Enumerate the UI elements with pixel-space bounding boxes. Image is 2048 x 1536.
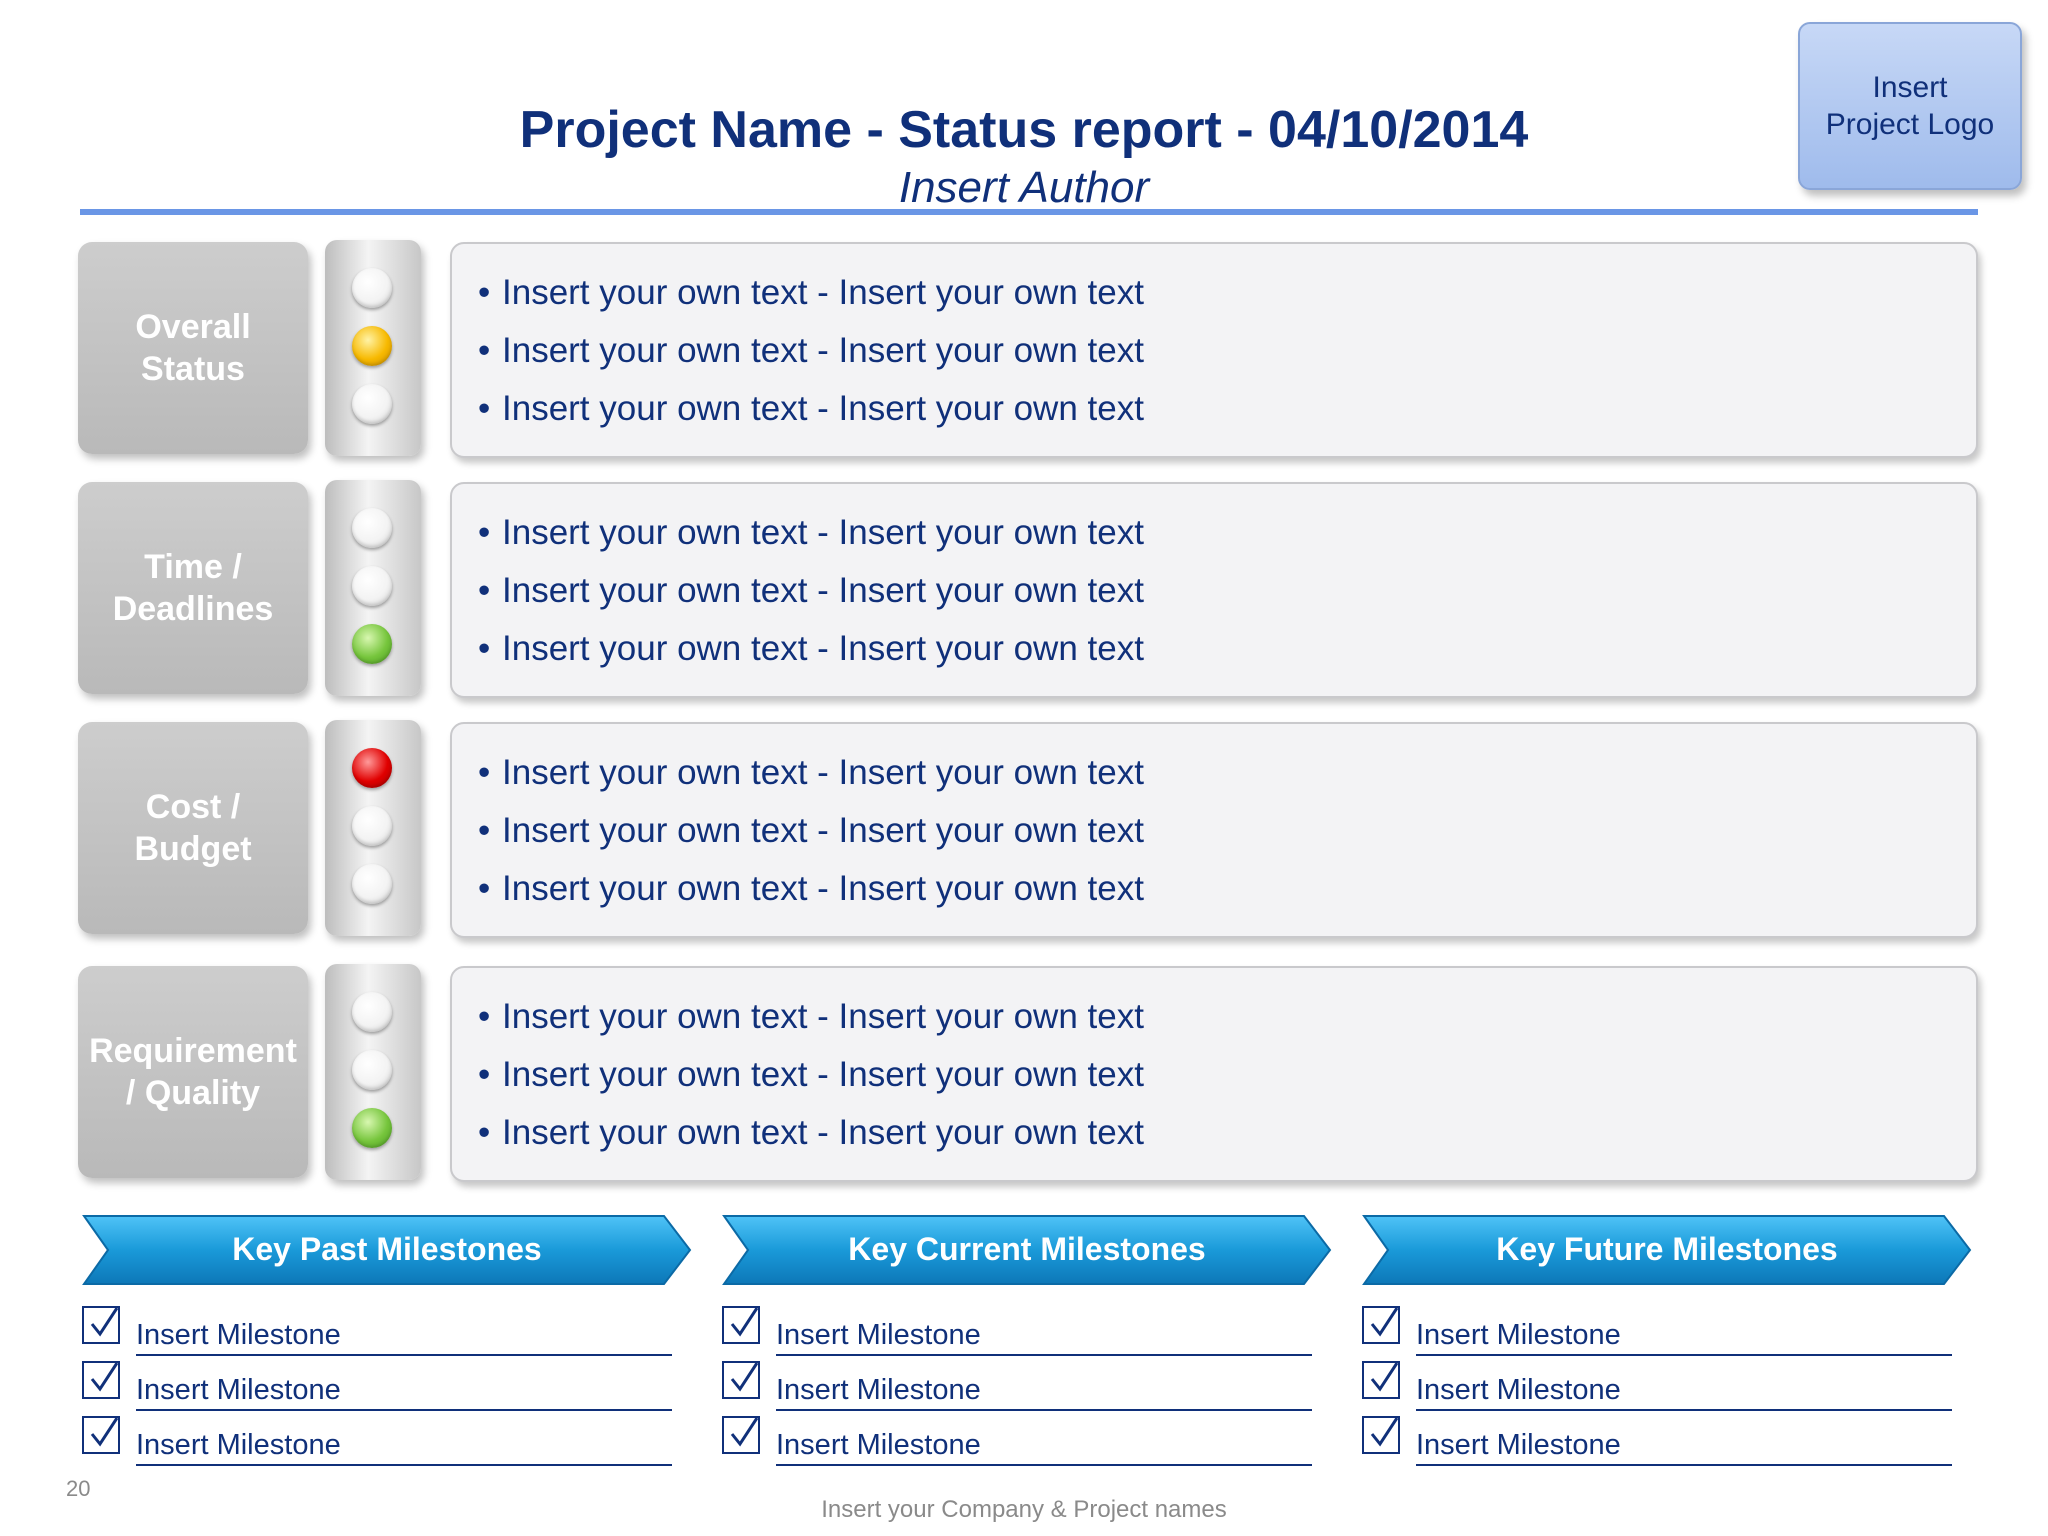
milestone-text: Insert Milestone (1416, 1374, 1621, 1406)
checkbox-checked-icon[interactable] (1362, 1416, 1400, 1454)
traffic-light-middle (352, 566, 392, 606)
traffic-light-bottom (352, 1108, 392, 1148)
traffic-light-overall (325, 240, 421, 456)
page-number: 20 (66, 1476, 91, 1501)
status-label-quality: Requirement / Quality (78, 966, 308, 1178)
milestone-text: Insert Milestone (136, 1374, 341, 1406)
traffic-light-middle (352, 806, 392, 846)
bullet-item: • Insert your own text - Insert your own … (478, 389, 1144, 428)
header-divider (80, 209, 1978, 215)
milestone-text: Insert Milestone (1416, 1319, 1621, 1351)
footer-company-text: Insert your Company & Project names (821, 1496, 1227, 1523)
milestone-banner-title: Key Past Milestones (232, 1231, 542, 1267)
milestone-text: Insert Milestone (776, 1319, 981, 1351)
milestone-text: Insert Milestone (136, 1319, 341, 1351)
milestone-underline (136, 1354, 672, 1356)
traffic-light-middle (352, 1050, 392, 1090)
logo-text-line2: Project Logo (1825, 108, 1995, 141)
milestone-underline (776, 1464, 1312, 1466)
milestone-underline (1416, 1464, 1952, 1466)
status-text-box-quality: • Insert your own text - Insert your own … (450, 966, 1978, 1182)
milestone-underline (1416, 1354, 1952, 1356)
milestone-banner-past: Key Past Milestones (82, 1214, 692, 1285)
status-label-line2: Status (141, 350, 245, 388)
milestone-text: Insert Milestone (1416, 1429, 1621, 1461)
traffic-light-bottom (352, 864, 392, 904)
bullet-item: • Insert your own text - Insert your own … (478, 1055, 1144, 1094)
checkbox-checked-icon[interactable] (82, 1361, 120, 1399)
status-text-box-overall: • Insert your own text - Insert your own … (450, 242, 1978, 458)
status-label-cost: Cost / Budget (78, 722, 308, 934)
status-label-line1: Requirement (89, 1032, 297, 1070)
page-title: Project Name - Status report - 04/10/201… (519, 101, 1529, 159)
bullet-item: • Insert your own text - Insert your own … (478, 1113, 1144, 1152)
checkbox-checked-icon[interactable] (1362, 1306, 1400, 1344)
bullet-item: • Insert your own text - Insert your own … (478, 811, 1144, 850)
traffic-light-top (352, 268, 392, 308)
traffic-light-middle (352, 326, 392, 366)
milestone-text: Insert Milestone (776, 1374, 981, 1406)
traffic-light-bottom (352, 624, 392, 664)
status-label-time: Time / Deadlines (78, 482, 308, 694)
milestone-banner-title: Key Future Milestones (1496, 1231, 1838, 1267)
logo-text-line1: Insert (1872, 71, 1948, 104)
checkbox-checked-icon[interactable] (82, 1416, 120, 1454)
status-label-overall: Overall Status (78, 242, 308, 454)
checkbox-checked-icon[interactable] (82, 1306, 120, 1344)
status-label-line1: Overall (135, 308, 251, 346)
status-label-line1: Cost / (145, 788, 241, 826)
bullet-item: • Insert your own text - Insert your own … (478, 753, 1144, 792)
milestone-underline (136, 1464, 672, 1466)
author-subtitle: Insert Author (898, 163, 1150, 212)
traffic-light-bottom (352, 384, 392, 424)
checkbox-checked-icon[interactable] (722, 1361, 760, 1399)
traffic-light-top (352, 992, 392, 1032)
status-text-box-time: • Insert your own text - Insert your own … (450, 482, 1978, 698)
traffic-light-quality (325, 964, 421, 1180)
milestone-text: Insert Milestone (136, 1429, 341, 1461)
traffic-light-time (325, 480, 421, 696)
traffic-light-top (352, 508, 392, 548)
status-label-line2: Deadlines (112, 590, 274, 628)
bullet-item: • Insert your own text - Insert your own … (478, 869, 1144, 908)
status-text-box-cost: • Insert your own text - Insert your own … (450, 722, 1978, 938)
bullet-item: • Insert your own text - Insert your own … (478, 331, 1144, 370)
checkbox-checked-icon[interactable] (722, 1416, 760, 1454)
bullet-item: • Insert your own text - Insert your own … (478, 513, 1144, 552)
milestone-banner-title: Key Current Milestones (848, 1231, 1206, 1267)
bullet-item: • Insert your own text - Insert your own … (478, 571, 1144, 610)
traffic-light-top (352, 748, 392, 788)
milestone-banner-current: Key Current Milestones (722, 1214, 1332, 1285)
milestone-banner-future: Key Future Milestones (1362, 1214, 1972, 1285)
milestone-underline (776, 1409, 1312, 1411)
milestone-underline (776, 1354, 1312, 1356)
milestone-underline (136, 1409, 672, 1411)
bullet-item: • Insert your own text - Insert your own … (478, 629, 1144, 668)
status-label-line2: / Quality (125, 1074, 261, 1112)
milestone-underline (1416, 1409, 1952, 1411)
status-label-line2: Budget (134, 830, 252, 868)
traffic-light-cost (325, 720, 421, 936)
bullet-item: • Insert your own text - Insert your own … (478, 273, 1144, 312)
project-logo-placeholder: Insert Project Logo (1798, 22, 2022, 190)
checkbox-checked-icon[interactable] (1362, 1361, 1400, 1399)
checkbox-checked-icon[interactable] (722, 1306, 760, 1344)
milestone-text: Insert Milestone (776, 1429, 981, 1461)
bullet-item: • Insert your own text - Insert your own … (478, 997, 1144, 1036)
status-label-line1: Time / (144, 548, 242, 586)
